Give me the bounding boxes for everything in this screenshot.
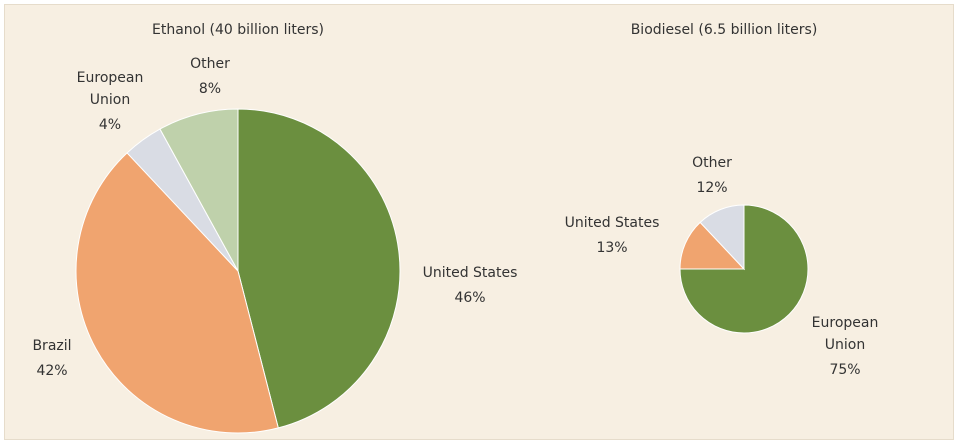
slice-label: Other — [190, 56, 230, 72]
slice-label: United States — [422, 265, 518, 281]
slice-value: 42% — [36, 363, 68, 379]
slice-value: 13% — [596, 240, 628, 256]
pie-slice — [699, 204, 745, 271]
pie-slice — [679, 204, 809, 334]
pie-slice — [75, 152, 279, 434]
slice-value: 46% — [454, 290, 486, 306]
pie-slice — [159, 108, 239, 272]
slice-label: European Union — [76, 70, 144, 108]
slice-value: 75% — [829, 362, 861, 378]
slice-label: Brazil — [32, 338, 72, 354]
chart-title: Biodiesel (6.5 billion liters) — [630, 22, 818, 38]
slice-label: Other — [692, 155, 732, 171]
chart-title: Ethanol (40 billion liters) — [151, 22, 325, 38]
pie-slice — [237, 108, 401, 429]
slice-value: 4% — [98, 117, 122, 133]
slice-label: United States — [564, 215, 660, 231]
slice-value: 12% — [696, 180, 728, 196]
slice-label: European Union — [811, 315, 879, 353]
slice-value: 8% — [198, 81, 222, 97]
